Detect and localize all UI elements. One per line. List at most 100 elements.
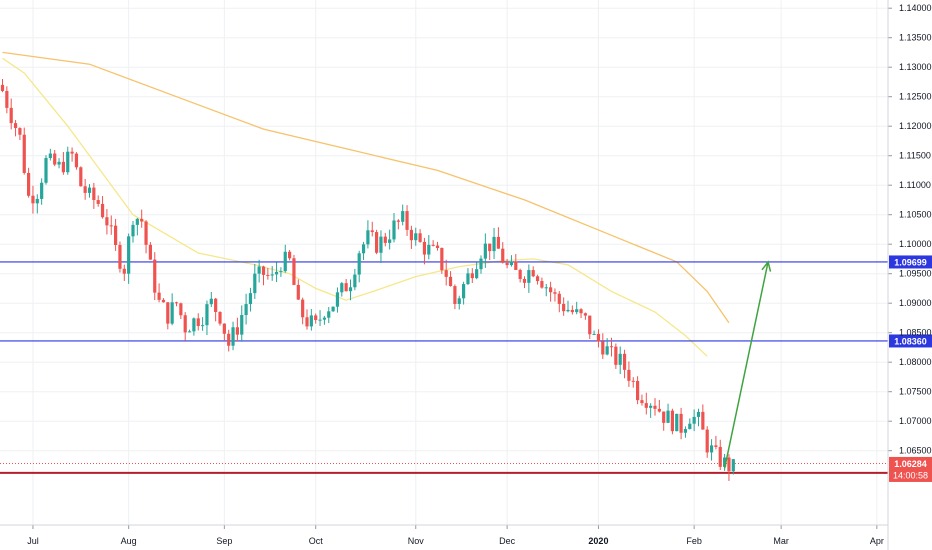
candle-body[interactable] bbox=[327, 311, 331, 318]
candle-body[interactable] bbox=[723, 457, 727, 467]
candle-body[interactable] bbox=[718, 446, 722, 467]
candle-body[interactable] bbox=[375, 232, 379, 253]
candle-body[interactable] bbox=[135, 218, 139, 225]
candle-body[interactable] bbox=[0, 84, 5, 91]
candle-body[interactable] bbox=[314, 315, 318, 320]
candle-body[interactable] bbox=[596, 333, 601, 342]
candle-body[interactable] bbox=[340, 283, 344, 293]
candle-body[interactable] bbox=[331, 306, 335, 312]
candle-body[interactable] bbox=[92, 187, 96, 201]
candle-body[interactable] bbox=[501, 248, 505, 263]
candle-body[interactable] bbox=[383, 236, 387, 243]
candle-body[interactable] bbox=[522, 278, 527, 283]
candle-body[interactable] bbox=[9, 107, 13, 124]
candle-body[interactable] bbox=[27, 172, 31, 196]
candle-body[interactable] bbox=[609, 346, 614, 348]
candle-body[interactable] bbox=[5, 90, 9, 108]
candle-body[interactable] bbox=[435, 245, 440, 248]
candle-body[interactable] bbox=[614, 346, 618, 365]
candle-body[interactable] bbox=[727, 457, 731, 472]
candle-body[interactable] bbox=[366, 230, 370, 245]
candle-body[interactable] bbox=[361, 244, 366, 254]
candle-body[interactable] bbox=[540, 281, 544, 288]
candle-body[interactable] bbox=[31, 195, 35, 204]
candle-body[interactable] bbox=[96, 200, 100, 204]
candle-body[interactable] bbox=[179, 303, 183, 316]
candle-body[interactable] bbox=[731, 459, 735, 472]
candle-body[interactable] bbox=[231, 327, 235, 346]
candle-body[interactable] bbox=[705, 429, 709, 453]
candle-body[interactable] bbox=[683, 429, 688, 433]
candle-body[interactable] bbox=[127, 236, 131, 274]
candle-body[interactable] bbox=[87, 187, 92, 193]
candle-body[interactable] bbox=[636, 380, 640, 401]
candle-body[interactable] bbox=[618, 353, 622, 365]
candle-body[interactable] bbox=[140, 218, 144, 222]
candle-body[interactable] bbox=[35, 198, 39, 204]
candle-body[interactable] bbox=[575, 309, 579, 313]
candle-body[interactable] bbox=[227, 333, 231, 346]
candle-body[interactable] bbox=[187, 331, 192, 333]
candle-body[interactable] bbox=[592, 333, 596, 335]
candle-body[interactable] bbox=[496, 236, 500, 249]
candle-body[interactable] bbox=[531, 270, 535, 277]
candle-body[interactable] bbox=[505, 262, 509, 266]
candle-body[interactable] bbox=[122, 268, 126, 274]
projection-arrow[interactable] bbox=[723, 260, 772, 469]
candle-body[interactable] bbox=[514, 261, 518, 270]
candle-body[interactable] bbox=[444, 270, 448, 277]
candle-body[interactable] bbox=[653, 405, 657, 409]
candle-body[interactable] bbox=[192, 318, 196, 332]
candle-body[interactable] bbox=[244, 304, 248, 316]
candle-body[interactable] bbox=[205, 304, 209, 326]
candle-body[interactable] bbox=[675, 413, 679, 432]
candle-body[interactable] bbox=[292, 258, 296, 285]
candle-body[interactable] bbox=[348, 287, 353, 292]
candle-body[interactable] bbox=[144, 221, 148, 245]
candle-body[interactable] bbox=[370, 230, 374, 233]
candle-body[interactable] bbox=[248, 293, 253, 305]
candle-body[interactable] bbox=[296, 284, 300, 300]
candle-body[interactable] bbox=[161, 299, 166, 303]
candle-body[interactable] bbox=[622, 353, 627, 370]
candle-body[interactable] bbox=[549, 287, 553, 293]
candle-body[interactable] bbox=[322, 317, 326, 320]
candle-body[interactable] bbox=[601, 341, 605, 355]
candle-body[interactable] bbox=[131, 224, 135, 237]
candle-body[interactable] bbox=[570, 309, 574, 313]
candle-body[interactable] bbox=[457, 298, 461, 304]
candle-body[interactable] bbox=[209, 298, 213, 305]
candle-body[interactable] bbox=[379, 236, 383, 253]
candle-body[interactable] bbox=[409, 229, 413, 241]
candle-body[interactable] bbox=[201, 325, 205, 327]
candle-body[interactable] bbox=[344, 283, 348, 292]
candle-body[interactable] bbox=[714, 445, 718, 447]
candle-body[interactable] bbox=[588, 315, 592, 335]
candle-body[interactable] bbox=[662, 411, 666, 423]
candle-body[interactable] bbox=[670, 410, 674, 432]
candle-body[interactable] bbox=[448, 276, 453, 287]
candle-body[interactable] bbox=[605, 346, 609, 355]
candle-body[interactable] bbox=[235, 327, 239, 335]
candle-body[interactable] bbox=[57, 161, 61, 165]
candle-body[interactable] bbox=[649, 405, 653, 408]
candle-body[interactable] bbox=[79, 167, 83, 187]
candle-body[interactable] bbox=[22, 134, 26, 173]
candle-body[interactable] bbox=[170, 302, 174, 324]
candle-body[interactable] bbox=[148, 244, 152, 260]
candle-body[interactable] bbox=[153, 259, 157, 293]
candle-body[interactable] bbox=[18, 128, 22, 135]
candle-body[interactable] bbox=[53, 153, 57, 165]
candle-body[interactable] bbox=[709, 445, 714, 453]
candle-body[interactable] bbox=[283, 251, 287, 272]
candle-body[interactable] bbox=[479, 258, 483, 270]
candle-body[interactable] bbox=[422, 241, 427, 255]
projection-arrow-head[interactable] bbox=[761, 260, 772, 272]
candle-body[interactable] bbox=[166, 302, 170, 324]
candle-body[interactable] bbox=[692, 416, 696, 424]
candle-body[interactable] bbox=[396, 220, 400, 222]
candle-body[interactable] bbox=[483, 243, 487, 259]
candle-body[interactable] bbox=[183, 315, 187, 333]
candle-body[interactable] bbox=[470, 273, 474, 279]
candle-body[interactable] bbox=[13, 123, 18, 129]
